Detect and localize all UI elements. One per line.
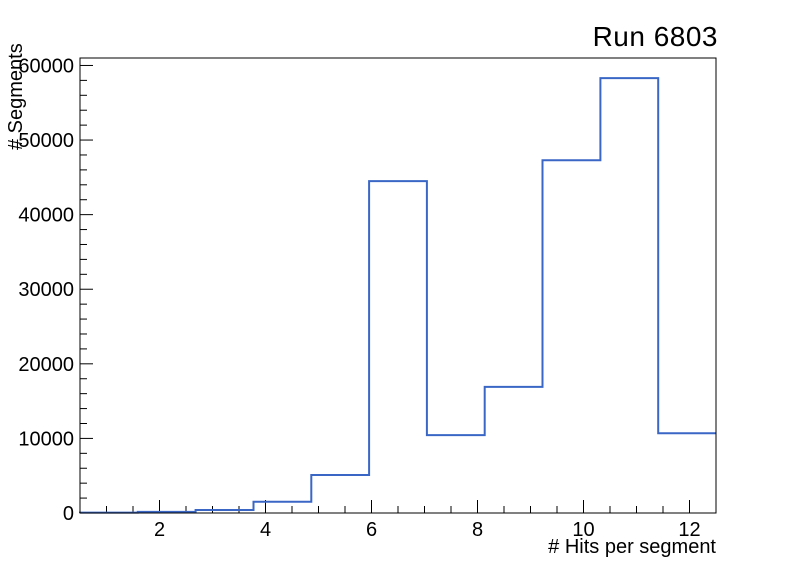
x-tick-label: 10 [572,519,594,541]
y-tick-label: 60000 [18,55,74,77]
x-tick-label: 8 [472,519,483,541]
x-tick-label: 12 [678,519,700,541]
x-tick-label: 6 [366,519,377,541]
x-tick-label: 4 [260,519,271,541]
histogram-line [79,77,716,514]
x-axis-title: # Hits per segment [548,536,716,558]
plot-frame [79,57,717,514]
axis-tick-labels: 0 10000 20000 30000 40000 50000 60000 2 4 6 8 10 12 [18,55,700,541]
x-tick-label: 2 [154,519,165,541]
plot-title: Run 6803 [593,21,718,52]
plot-frame-border [79,57,717,514]
y-tick-label: 10000 [18,428,74,450]
y-tick-label: 40000 [18,205,74,227]
y-tick-label: 20000 [18,354,74,376]
axis-ticks [80,64,690,514]
y-axis-title: # Segments [5,43,27,150]
y-tick-label: 0 [63,503,74,525]
y-tick-label: 50000 [18,130,74,152]
y-tick-label: 30000 [18,279,74,301]
